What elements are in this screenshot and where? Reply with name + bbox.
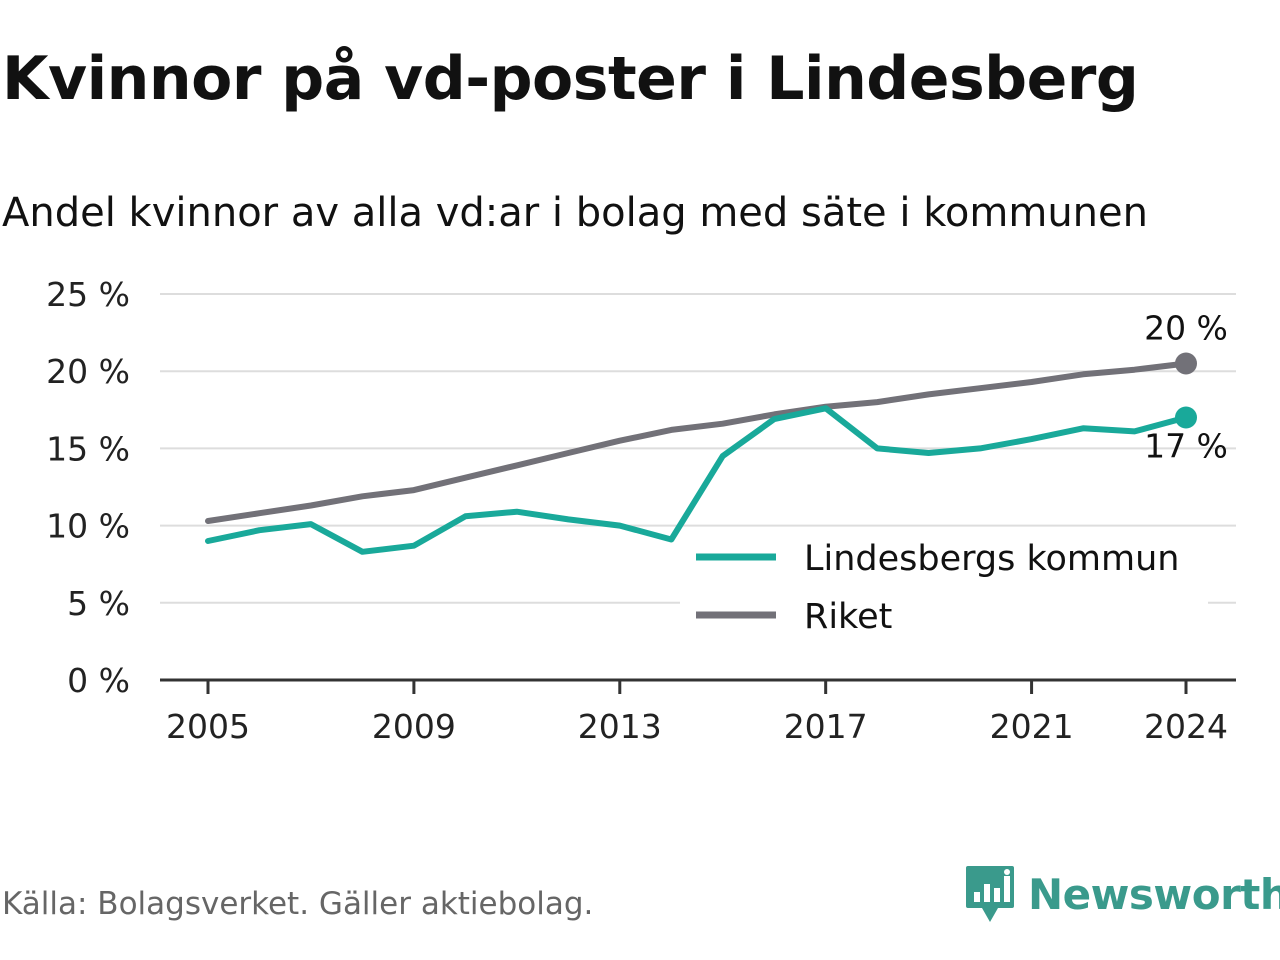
series-line-riket <box>205 360 1189 524</box>
legend-label: Riket <box>804 597 892 637</box>
x-tick-label: 2017 <box>784 707 868 746</box>
series-line-lindesberg <box>205 405 1189 555</box>
y-tick-label: 20 % <box>46 352 130 391</box>
legend: Lindesbergs kommun Riket <box>680 532 1208 652</box>
end-marker-riket <box>1175 352 1197 375</box>
end-markers <box>1175 352 1197 429</box>
brand-logo: Newsworthy <box>964 862 1280 926</box>
y-tick-label: 5 % <box>67 584 130 623</box>
legend-label: Lindesbergs kommun <box>804 539 1179 579</box>
chart-subtitle: Andel kvinnor av alla vd:ar i bolag med … <box>2 190 1148 236</box>
x-axis: 2005 2009 2013 2017 2021 2024 <box>160 678 1236 746</box>
y-tick-label: 25 % <box>46 275 130 314</box>
legend-background <box>680 532 1208 652</box>
x-tick-label: 2009 <box>372 707 456 746</box>
series-lines <box>205 360 1189 555</box>
y-tick-label: 10 % <box>46 507 130 546</box>
line-chart: 0 %5 %10 %15 %20 %25 % 2005 2009 2013 2017 2… <box>46 275 1236 746</box>
y-tick-label: 15 % <box>46 429 130 468</box>
chart-title: Kvinnor på vd-poster i Lindesberg <box>2 44 1139 114</box>
y-tick-label: 0 % <box>67 661 130 700</box>
newsworthy-logo-icon <box>966 866 1014 922</box>
x-tick-label: 2021 <box>990 707 1074 746</box>
brand-name: Newsworthy <box>1028 869 1280 919</box>
end-label-lindesberg: 17 % <box>1144 427 1228 466</box>
end-labels: 17 % 20 % <box>1144 308 1228 465</box>
end-label-riket: 20 % <box>1144 308 1228 347</box>
source-note: Källa: Bolagsverket. Gäller aktiebolag. <box>2 886 594 922</box>
x-tick-label: 2024 <box>1144 707 1228 746</box>
x-tick-label: 2005 <box>166 707 250 746</box>
end-marker-lindesberg <box>1175 406 1197 429</box>
y-axis: 0 % 5 % 10 % 15 % 20 % 25 % <box>46 275 130 700</box>
x-tick-label: 2013 <box>578 707 662 746</box>
